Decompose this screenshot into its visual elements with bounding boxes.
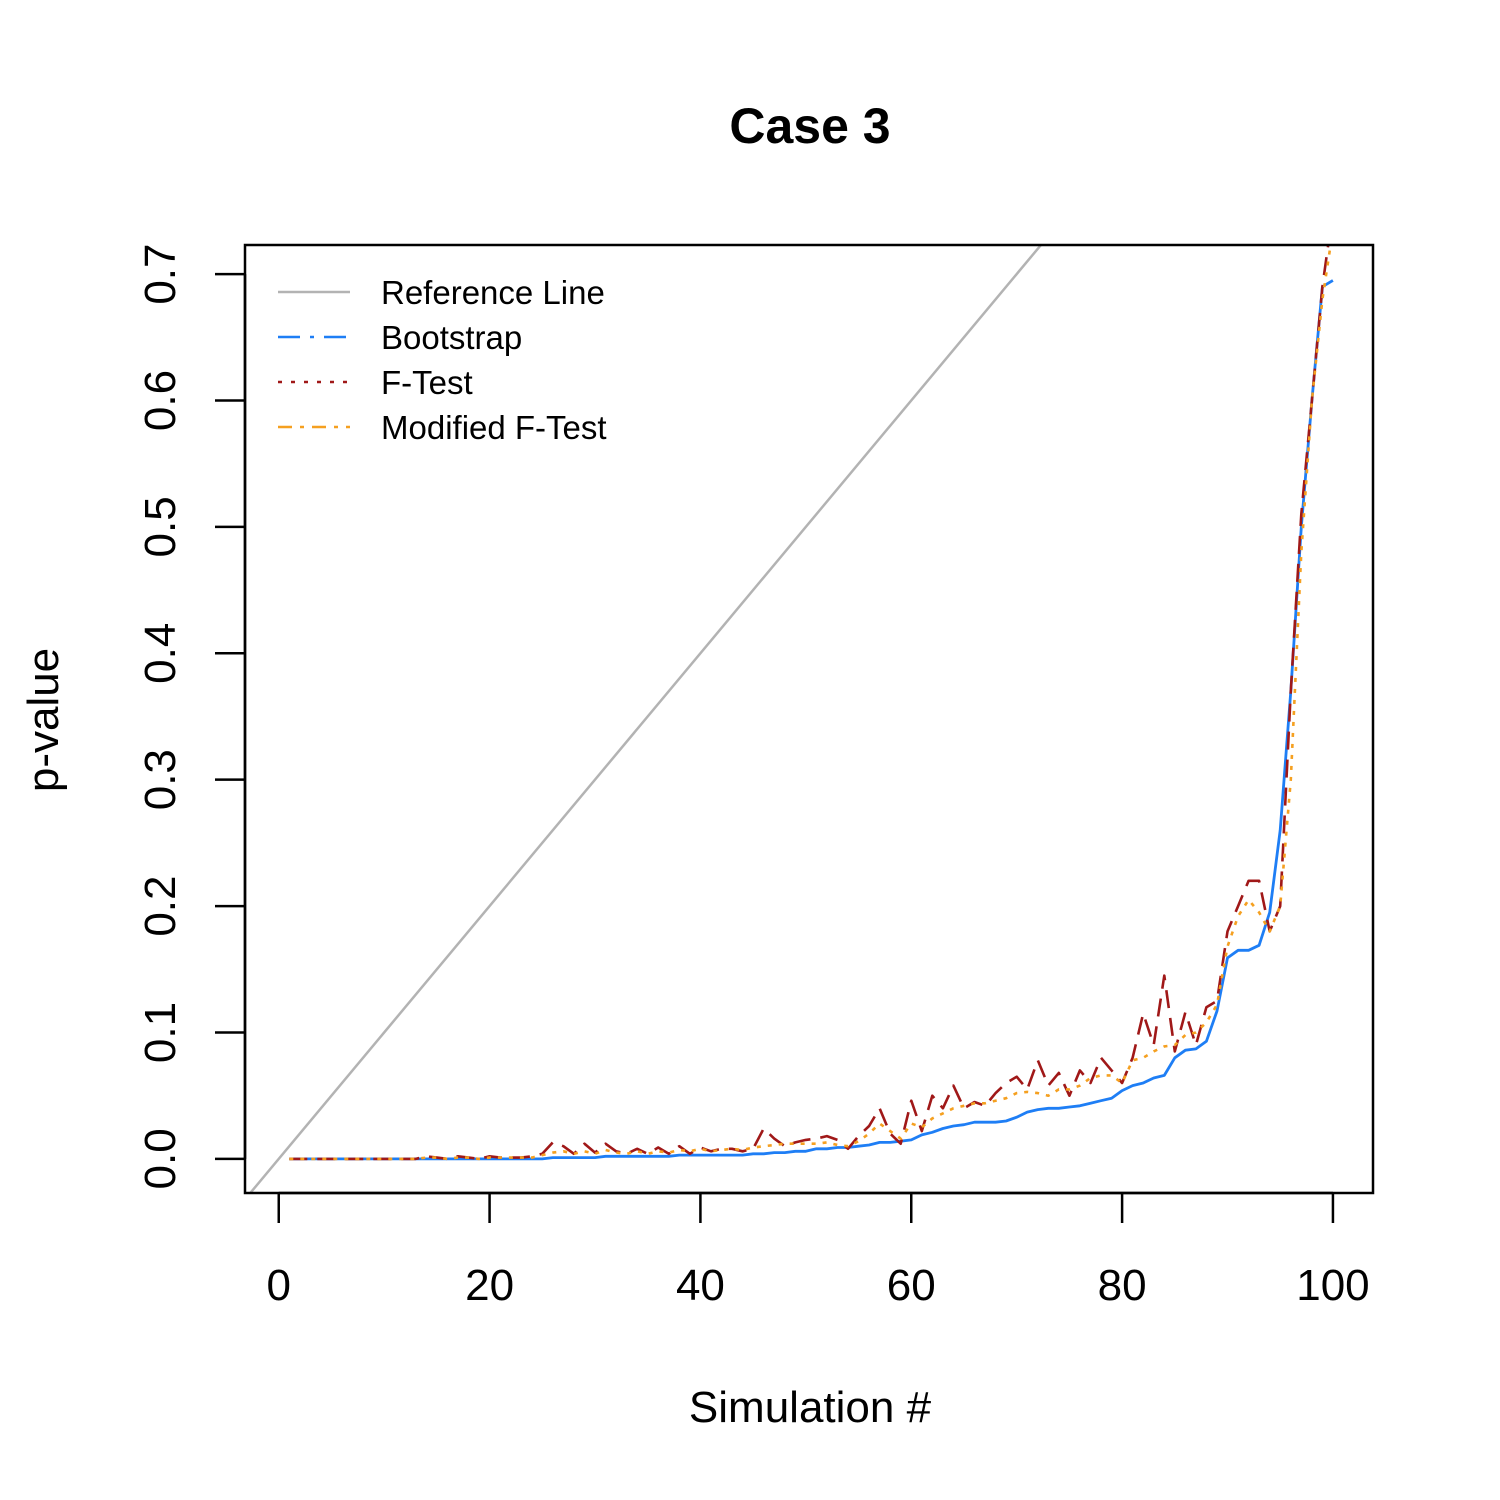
y-tick-label: 0.6 (136, 370, 185, 431)
y-tick-label: 0.7 (136, 244, 185, 305)
y-tick-label: 0.0 (136, 1128, 185, 1189)
x-tick-label: 40 (676, 1261, 725, 1310)
x-axis: 0 20 40 60 80 100 (266, 1191, 1370, 1310)
legend-label-f-test: F-Test (381, 364, 473, 401)
legend-label-modified-f-test: Modified F-Test (381, 409, 607, 446)
series-line-f-test (289, 245, 1330, 1161)
y-tick-label: 0.4 (136, 623, 185, 684)
chart-title: Case 3 (729, 98, 890, 154)
y-axis-label: p-value (19, 648, 68, 792)
y-axis: 0.0 0.1 0.2 0.3 0.4 0.5 0.6 0.7 (136, 244, 247, 1189)
x-tick-label: 80 (1098, 1261, 1147, 1310)
x-tick-label: 100 (1296, 1261, 1369, 1310)
x-tick-label: 60 (887, 1261, 936, 1310)
legend: Reference Line Bootstrap F-Test Modified F-… (278, 274, 607, 446)
x-tick-label: 20 (465, 1261, 514, 1310)
x-tick-label: 0 (266, 1261, 290, 1310)
x-axis-label: Simulation # (689, 1383, 932, 1432)
legend-label-reference-line: Reference Line (381, 274, 605, 311)
y-tick-label: 0.1 (136, 1002, 185, 1063)
legend-label-bootstrap: Bootstrap (381, 319, 522, 356)
y-tick-label: 0.5 (136, 496, 185, 557)
y-tick-label: 0.3 (136, 749, 185, 810)
y-tick-label: 0.2 (136, 876, 185, 937)
series-line-bootstrap (289, 279, 1334, 1161)
plot-lines (248, 245, 1334, 1193)
reference-line (248, 245, 1043, 1193)
